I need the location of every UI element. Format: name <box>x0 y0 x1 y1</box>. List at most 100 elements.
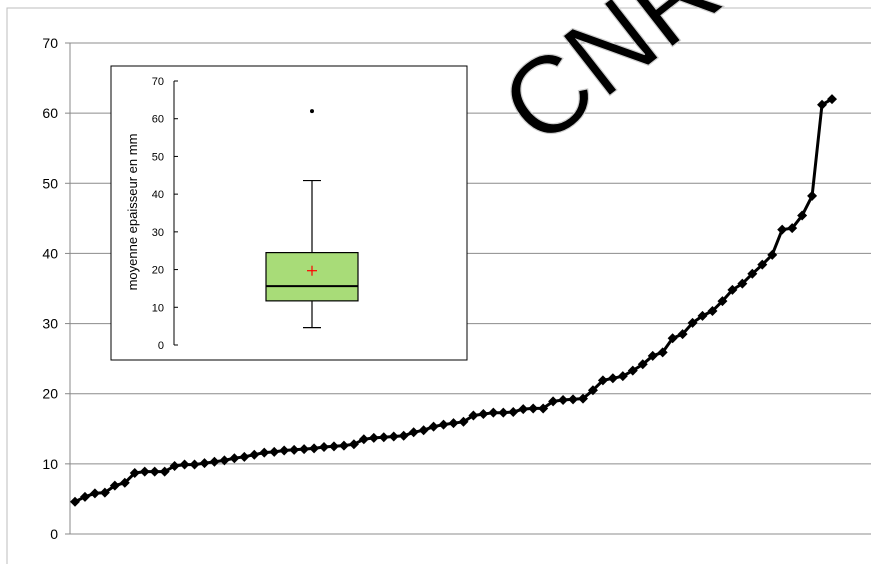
data-point-marker <box>129 467 140 478</box>
data-point-marker <box>169 460 180 471</box>
main-y-tick-labels: 0 10 20 30 40 50 60 70 <box>42 35 70 542</box>
inset-y-tick-label: 10 <box>152 302 164 314</box>
main-y-tick-label: 50 <box>42 175 58 191</box>
data-point-marker <box>817 99 828 110</box>
data-point-marker <box>757 259 768 270</box>
main-y-tick-label: 10 <box>42 456 58 472</box>
data-point-marker <box>289 444 300 455</box>
data-point-marker <box>677 329 688 340</box>
data-point-marker <box>478 409 489 420</box>
data-point-marker <box>269 446 280 457</box>
data-point-marker <box>209 456 220 467</box>
data-point-marker <box>827 94 837 105</box>
main-y-tick-label: 40 <box>42 245 58 261</box>
inset-y-axis-label: moyenne epaisseur en mm <box>125 134 140 291</box>
data-point-marker <box>189 459 200 470</box>
main-y-tick-label: 60 <box>42 105 58 121</box>
inset-y-tick-label: 40 <box>152 189 164 201</box>
data-point-marker <box>687 317 698 328</box>
data-point-marker <box>747 268 758 279</box>
data-point-marker <box>70 496 80 507</box>
inset-y-tick-label: 20 <box>152 265 164 277</box>
data-point-marker <box>319 442 330 453</box>
data-point-marker <box>587 385 598 396</box>
data-point-marker <box>548 396 559 407</box>
data-point-marker <box>667 333 678 344</box>
data-point-marker <box>219 455 230 466</box>
data-point-marker <box>328 441 339 452</box>
outlier-point <box>310 109 314 114</box>
data-point-marker <box>707 305 718 316</box>
data-point-marker <box>558 395 569 406</box>
data-point-marker <box>109 480 120 491</box>
data-point-marker <box>627 365 638 376</box>
data-point-marker <box>249 449 260 460</box>
data-point-marker <box>239 451 250 462</box>
data-point-marker <box>398 430 409 441</box>
data-point-marker <box>767 249 778 260</box>
data-point-marker <box>388 431 399 442</box>
inset-y-tick-label: 0 <box>158 340 164 352</box>
data-point-marker <box>568 394 579 405</box>
data-point-marker <box>179 459 190 470</box>
data-point-marker <box>717 296 728 307</box>
inset-frame <box>110 65 468 361</box>
inset-box-elements <box>265 109 359 329</box>
data-point-marker <box>149 466 160 477</box>
data-point-marker <box>159 466 170 477</box>
main-y-tick-label: 0 <box>50 526 58 542</box>
main-y-tick-label: 70 <box>42 35 58 51</box>
data-point-marker <box>777 224 788 235</box>
interquartile-box <box>265 252 359 302</box>
data-point-marker <box>647 350 658 361</box>
data-point-marker <box>807 190 818 201</box>
data-point-marker <box>418 425 429 436</box>
data-point-marker <box>348 439 359 450</box>
data-point-marker <box>508 406 519 417</box>
data-point-marker <box>368 432 379 443</box>
data-point-marker <box>229 453 240 464</box>
data-point-marker <box>99 487 110 498</box>
data-point-marker <box>488 407 499 418</box>
inset-y-tick-label: 60 <box>152 114 164 126</box>
data-point-marker <box>468 410 479 421</box>
data-point-marker <box>309 443 320 454</box>
data-point-marker <box>637 359 648 370</box>
inset-y-tick-label: 30 <box>152 227 164 239</box>
data-point-marker <box>737 278 748 289</box>
data-point-marker <box>458 416 469 427</box>
data-point-marker <box>597 375 608 386</box>
data-point-marker <box>259 447 270 458</box>
data-point-marker <box>577 393 588 404</box>
data-point-marker <box>607 373 618 384</box>
data-point-marker <box>697 310 708 321</box>
data-point-marker <box>299 444 310 455</box>
inset-y-ticks: 0 10 20 30 40 50 60 70 <box>152 76 178 352</box>
data-point-marker <box>448 418 459 429</box>
data-point-marker <box>89 488 100 499</box>
data-point-marker <box>279 445 290 456</box>
data-point-marker <box>787 223 798 234</box>
data-point-marker <box>199 458 210 469</box>
data-point-marker <box>358 434 369 445</box>
main-y-tick-label: 20 <box>42 386 58 402</box>
data-point-marker <box>428 421 439 432</box>
inset-boxplot: 0 10 20 30 40 50 60 70 moyenne epaisseur en mm <box>110 65 468 361</box>
data-point-marker <box>797 210 808 221</box>
data-point-marker <box>119 477 130 488</box>
data-point-marker <box>657 347 668 358</box>
data-point-marker <box>438 419 449 430</box>
inset-y-tick-label: 50 <box>152 151 164 163</box>
data-point-marker <box>727 284 738 295</box>
data-point-marker <box>79 491 90 502</box>
main-y-tick-label: 30 <box>42 316 58 332</box>
inset-y-tick-label: 70 <box>152 76 164 88</box>
main-series <box>70 94 837 507</box>
data-point-marker <box>528 403 539 414</box>
chart-frame <box>6 7 871 564</box>
data-point-marker <box>538 403 549 414</box>
data-point-marker <box>139 466 150 477</box>
data-point-marker <box>378 432 389 443</box>
data-point-marker <box>408 427 419 438</box>
